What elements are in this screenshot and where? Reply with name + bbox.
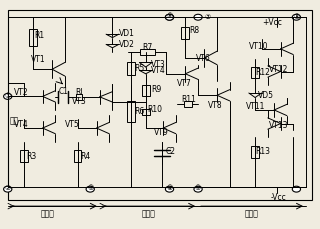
Text: R11: R11 bbox=[181, 95, 196, 104]
Circle shape bbox=[165, 14, 174, 20]
Text: -Vᴄᴄ: -Vᴄᴄ bbox=[271, 193, 287, 202]
Text: R4: R4 bbox=[80, 152, 91, 161]
Text: ①: ① bbox=[4, 93, 11, 99]
Text: VD5: VD5 bbox=[258, 91, 274, 100]
Text: VT2: VT2 bbox=[14, 88, 28, 97]
Bar bbox=[74, 150, 82, 162]
Text: R13: R13 bbox=[256, 147, 271, 156]
Text: R10: R10 bbox=[148, 106, 163, 114]
Bar bbox=[251, 67, 259, 78]
Text: VT8: VT8 bbox=[208, 101, 223, 110]
Text: ③: ③ bbox=[87, 185, 93, 191]
Bar bbox=[127, 62, 135, 75]
Circle shape bbox=[292, 14, 300, 20]
Text: R6: R6 bbox=[134, 107, 145, 116]
Text: R3: R3 bbox=[26, 152, 37, 161]
Text: 输出级: 输出级 bbox=[245, 210, 259, 218]
Text: R5: R5 bbox=[134, 64, 145, 73]
Circle shape bbox=[292, 186, 300, 192]
Bar bbox=[127, 101, 135, 122]
Text: R12: R12 bbox=[256, 68, 270, 77]
Text: 電入: 電入 bbox=[10, 117, 19, 126]
Text: VT3: VT3 bbox=[72, 97, 86, 106]
Text: ⑦: ⑦ bbox=[204, 14, 211, 20]
Bar bbox=[140, 49, 155, 55]
Bar bbox=[181, 27, 189, 39]
Text: C2: C2 bbox=[166, 147, 176, 156]
Text: VT4: VT4 bbox=[151, 66, 166, 75]
Text: VT11: VT11 bbox=[245, 102, 265, 111]
Bar bbox=[142, 109, 150, 114]
Bar bbox=[76, 94, 82, 100]
Text: VT5: VT5 bbox=[65, 120, 80, 128]
Text: VD1: VD1 bbox=[119, 29, 135, 38]
Text: 中间级: 中间级 bbox=[142, 210, 156, 218]
Bar bbox=[251, 146, 259, 158]
Text: VT3: VT3 bbox=[151, 60, 166, 69]
Circle shape bbox=[194, 14, 202, 20]
Circle shape bbox=[194, 186, 202, 192]
Text: C1: C1 bbox=[58, 87, 68, 96]
Bar bbox=[184, 101, 192, 107]
Text: VT4: VT4 bbox=[14, 120, 28, 128]
Circle shape bbox=[165, 14, 174, 20]
Circle shape bbox=[165, 186, 174, 192]
Text: VT9: VT9 bbox=[154, 128, 169, 137]
Text: ⑥: ⑥ bbox=[166, 13, 173, 19]
Bar bbox=[29, 30, 37, 46]
Text: VT13: VT13 bbox=[269, 121, 289, 130]
Text: R9: R9 bbox=[152, 85, 162, 94]
Text: R7: R7 bbox=[142, 43, 152, 52]
Text: R8: R8 bbox=[189, 26, 199, 35]
Text: VT10: VT10 bbox=[249, 42, 268, 51]
Text: 输入级: 输入级 bbox=[40, 210, 54, 218]
Text: VT7: VT7 bbox=[177, 79, 192, 88]
Text: R1: R1 bbox=[34, 31, 44, 40]
Text: ④: ④ bbox=[166, 185, 173, 191]
Text: VT12: VT12 bbox=[269, 65, 289, 74]
Bar bbox=[8, 11, 312, 200]
Circle shape bbox=[4, 93, 12, 99]
Bar bbox=[20, 150, 28, 162]
Text: VT6: VT6 bbox=[196, 54, 211, 63]
Text: ②: ② bbox=[4, 185, 11, 191]
Text: ⑤: ⑤ bbox=[195, 185, 201, 191]
Text: ⑧: ⑧ bbox=[293, 14, 300, 20]
Circle shape bbox=[86, 186, 94, 192]
Text: VT1: VT1 bbox=[30, 55, 45, 64]
Circle shape bbox=[4, 186, 12, 192]
Text: VD2: VD2 bbox=[119, 40, 135, 49]
Bar bbox=[142, 85, 150, 96]
Text: +Vᴄᴄ: +Vᴄᴄ bbox=[263, 18, 283, 27]
Text: Rl: Rl bbox=[75, 88, 83, 97]
